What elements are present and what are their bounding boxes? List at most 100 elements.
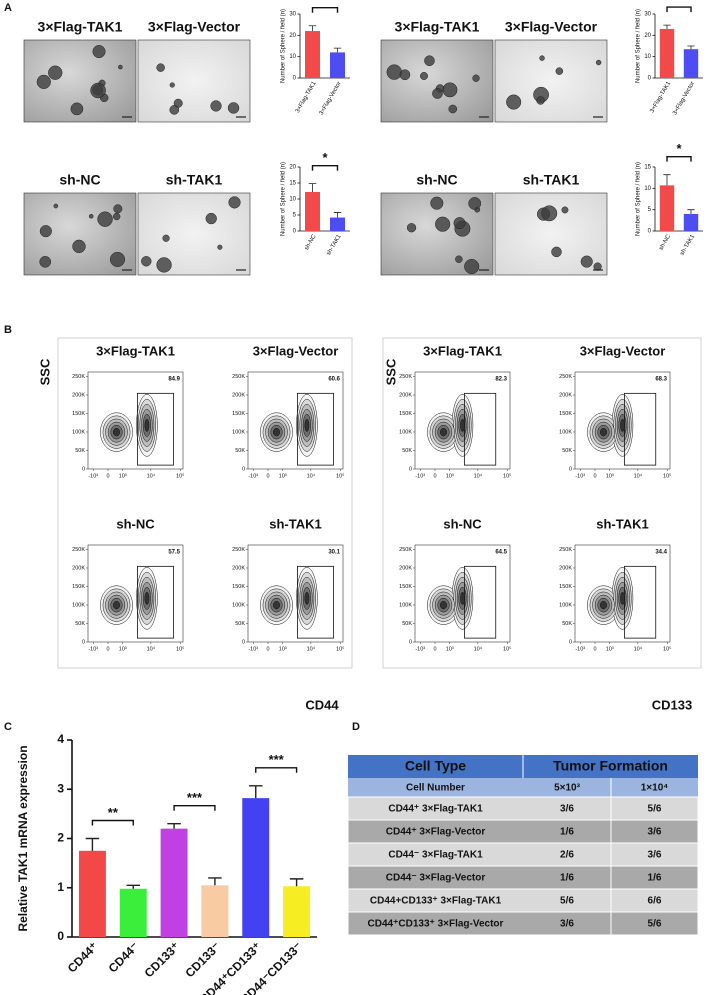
x-tick-label: 10³	[279, 646, 287, 652]
density-contour	[273, 428, 280, 437]
error-bar	[126, 884, 140, 889]
x-tick-label: 10⁵	[503, 472, 511, 479]
y-tick-label: 100K	[232, 429, 245, 435]
x-tick-label: -10³	[88, 473, 98, 479]
sphere	[430, 196, 444, 210]
micrograph-label: 3×Flag-TAK1	[395, 19, 480, 35]
density-contour	[304, 591, 310, 605]
table-cell: 5/6	[648, 804, 662, 815]
bar	[659, 28, 675, 78]
y-axis-title: Number of Sphere / field (n)	[281, 162, 287, 236]
y-tick-label: 100K	[559, 429, 572, 435]
y-tick-label: 20	[289, 33, 296, 39]
sphere	[169, 82, 175, 88]
sphere	[536, 96, 545, 105]
density-contour	[600, 601, 607, 610]
y-tick-label: 250K	[559, 374, 572, 380]
x-tick-label: -10³	[248, 473, 258, 479]
y-tick-label: 0	[242, 639, 245, 645]
sphere	[228, 196, 241, 209]
x-tick-label: 10³	[119, 646, 127, 652]
error-bar	[289, 878, 304, 887]
sphere	[432, 88, 443, 99]
y-tick-label: 15	[289, 181, 296, 187]
x-tick-label: 10⁴	[147, 472, 156, 479]
error-bar	[687, 45, 695, 50]
table-header-cell: Tumor Formation	[553, 758, 668, 774]
plot-title: sh-NC	[443, 516, 482, 531]
y-tick-label: 0	[409, 639, 412, 645]
bar	[305, 191, 320, 231]
x-tick-label: -10³	[575, 473, 585, 479]
table-cell: 3/6	[648, 850, 662, 861]
sphere	[448, 104, 458, 114]
x-tick-label: sh-TAK1	[679, 233, 696, 256]
plot-frame	[87, 371, 184, 470]
error-bar	[333, 47, 342, 53]
table-header-cell: Cell Type	[405, 758, 466, 774]
micrograph-label: 3×Flag-TAK1	[38, 19, 123, 35]
bar	[330, 217, 345, 231]
bar	[201, 885, 229, 937]
y-tick-label: 150K	[72, 584, 85, 590]
y-tick-label: 0	[82, 466, 85, 472]
error-bar	[687, 209, 695, 214]
gate	[136, 565, 174, 639]
bar	[683, 49, 699, 78]
gate	[296, 565, 334, 639]
sphere	[420, 72, 428, 80]
y-tick-label: 200K	[232, 392, 245, 398]
y-tick-label: 0	[293, 76, 297, 82]
y-tick-label: 250K	[232, 374, 245, 380]
significance-bracket	[255, 767, 298, 773]
x-tick-label: -10³	[248, 646, 258, 652]
y-tick-label: 100K	[72, 429, 85, 435]
sphere	[539, 55, 545, 61]
table-subheader-cell: Cell Number	[406, 783, 465, 794]
x-tick-label: CD44⁺	[65, 939, 101, 975]
y-axis-title: Number of Sphere / field (n)	[281, 9, 287, 83]
y-tick-label: 30	[289, 12, 296, 18]
y-tick-label: 50K	[75, 621, 85, 627]
sphere	[472, 74, 480, 82]
sphere	[453, 217, 466, 230]
x-tick-label: -10³	[415, 646, 425, 652]
error-bar	[249, 785, 263, 799]
plot-frame	[87, 544, 184, 643]
x-tick-label: 10⁵	[176, 645, 184, 652]
x-tick-label: sh-NC	[304, 233, 318, 251]
significance-label: ***	[187, 790, 203, 805]
y-tick-label: 100K	[399, 429, 412, 435]
bar	[683, 213, 699, 231]
error-bar	[167, 823, 181, 829]
bar	[78, 850, 106, 937]
y-tick-label: 250K	[232, 547, 245, 553]
panel-label: B	[4, 324, 12, 336]
sphere	[72, 239, 86, 254]
table-subheader-cell: 5×10³	[554, 783, 581, 794]
y-tick-label: 250K	[72, 374, 85, 380]
y-tick-label: 50K	[402, 448, 412, 454]
sphere	[113, 212, 121, 221]
y-tick-label: 150K	[399, 411, 412, 417]
significance-bracket	[91, 819, 134, 826]
y-tick-label: 0	[242, 466, 245, 472]
y-tick-label: 100K	[559, 602, 572, 608]
y-tick-label: 3	[57, 781, 64, 795]
y-tick-label: 150K	[559, 584, 572, 590]
micrograph-label: 3×Flag-Vector	[148, 19, 241, 35]
x-tick-label: 0	[593, 473, 596, 479]
y-tick-label: 0	[648, 229, 652, 235]
significance-bracket	[173, 805, 216, 811]
sphere	[551, 246, 562, 258]
y-tick-label: 1	[57, 880, 64, 894]
significance-label: *	[322, 150, 328, 165]
micrograph-label: sh-TAK1	[166, 172, 223, 188]
table-cell: CD44⁺ 3×Flag-TAK1	[388, 804, 483, 815]
significance-bracket	[666, 6, 692, 13]
bar	[119, 888, 147, 937]
plot-title: sh-TAK1	[596, 516, 648, 531]
x-tick-label: 0	[433, 646, 436, 652]
significance-label: *	[676, 0, 682, 7]
y-tick-label: 10	[644, 54, 651, 60]
